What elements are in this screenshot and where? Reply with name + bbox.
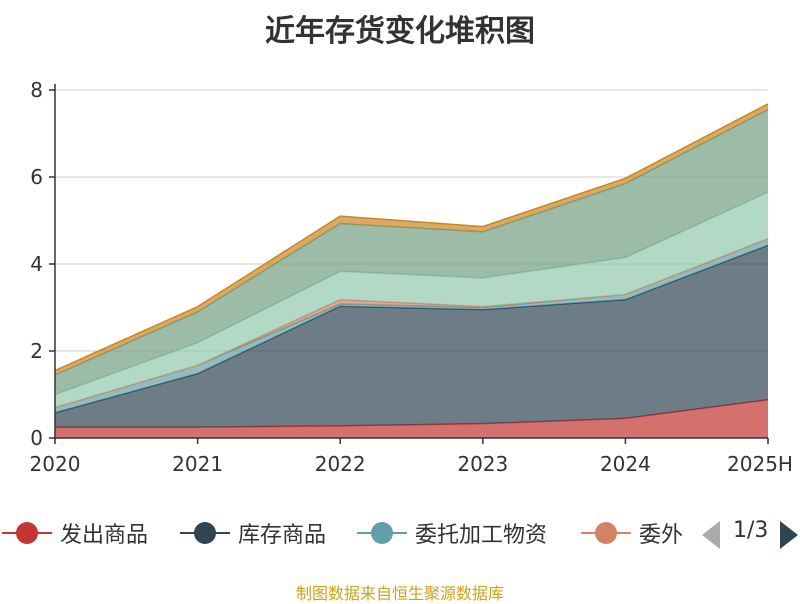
chart-plot: 2020 2021 2022 2023 2024 2025H 0 2 4 6 8 <box>30 78 793 476</box>
y-tick-label: 0 <box>30 426 43 450</box>
legend-label: 委托加工物资 <box>415 523 548 548</box>
y-tick-label: 6 <box>30 165 43 189</box>
source-note: 制图数据来自恒生聚源数据库 <box>295 584 504 603</box>
legend-page-indicator: 1/3 <box>733 518 769 543</box>
legend-prev-page-icon[interactable] <box>700 519 724 551</box>
x-tick-label: 2020 <box>30 452 81 476</box>
x-tick-label: 2024 <box>600 452 651 476</box>
area-line-6 <box>54 103 769 372</box>
legend-item-weiwai[interactable]: 委外 <box>579 513 683 553</box>
x-tick-label: 2025H <box>727 452 793 476</box>
y-tick-label: 4 <box>30 252 43 276</box>
legend-label: 发出商品 <box>60 523 149 548</box>
x-axis-ticks: 2020 2021 2022 2023 2024 2025H <box>30 438 793 476</box>
area-series-5 <box>55 109 768 395</box>
area-series-1 <box>55 245 768 428</box>
legend-marker-icon <box>581 522 631 544</box>
x-tick-label: 2023 <box>457 452 508 476</box>
x-tick-label: 2021 <box>172 452 223 476</box>
chart-title: 近年存货变化堆积图 <box>265 14 535 49</box>
y-axis-ticks: 0 2 4 6 8 <box>30 78 55 450</box>
legend-marker-icon <box>180 522 230 544</box>
legend: 发出商品 库存商品 委托加工物资 委外 1/3 <box>0 513 800 557</box>
legend-item-kucun[interactable]: 库存商品 <box>178 513 326 553</box>
legend-marker-icon <box>2 522 52 544</box>
y-tick-label: 2 <box>30 339 43 363</box>
legend-marker-icon <box>357 522 407 544</box>
legend-item-fachu[interactable]: 发出商品 <box>0 513 148 553</box>
area-series-0 <box>55 399 768 438</box>
legend-label: 库存商品 <box>238 523 327 548</box>
y-tick-label: 8 <box>30 78 43 102</box>
x-tick-label: 2022 <box>315 452 366 476</box>
area-series <box>54 103 769 438</box>
legend-item-weituo[interactable]: 委托加工物资 <box>355 513 547 553</box>
legend-label: 委外 <box>639 523 684 548</box>
legend-next-page-icon[interactable] <box>778 519 800 551</box>
area-series-4 <box>55 192 768 408</box>
axes <box>54 84 768 439</box>
